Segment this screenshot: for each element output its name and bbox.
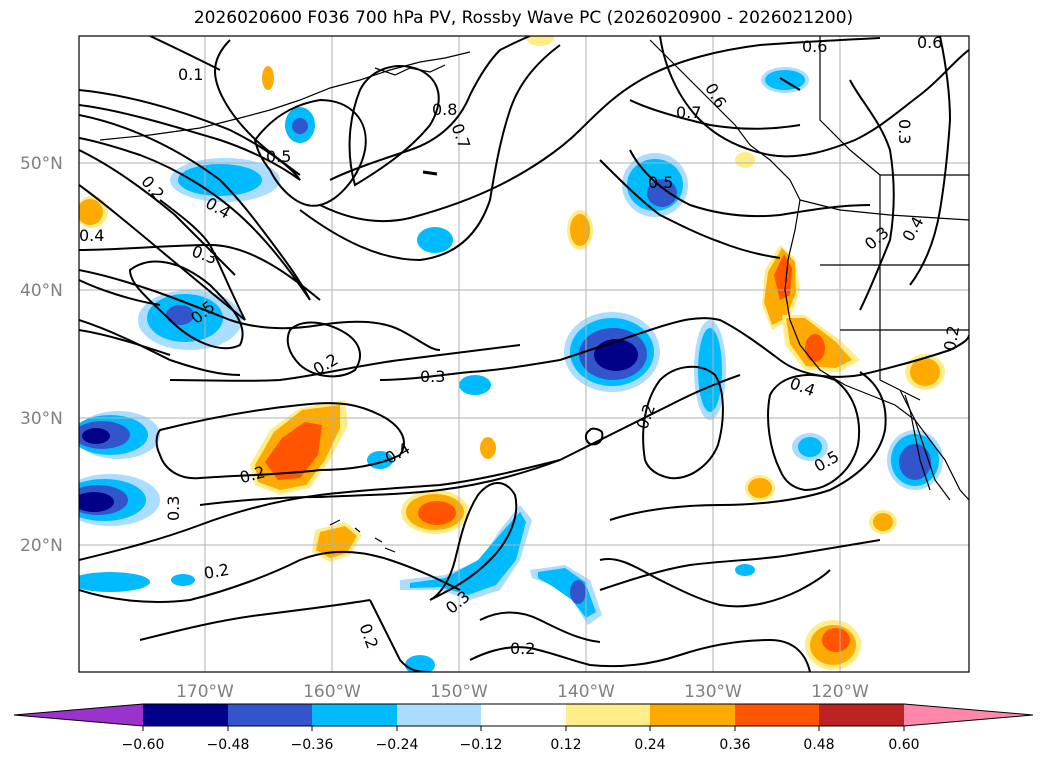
colorbar-segment [566, 704, 650, 726]
contour-label-h: 0.3 [895, 119, 914, 144]
contour-label-b: 0.8 [432, 100, 457, 119]
contour-label-g: 0.7 [676, 103, 701, 122]
colorbar-segment [650, 704, 735, 726]
coastlines [99, 36, 969, 553]
colorbar-segment [312, 704, 397, 726]
pv-contours [79, 36, 969, 672]
contour-label-n: 0.5 [648, 173, 673, 192]
colorbar: −0.60 −0.48 −0.36 −0.24 −0.12 0.12 0.24 … [13, 703, 1034, 753]
positive-anomaly-shading [79, 36, 945, 670]
contour-label-ac: 0.2 [355, 621, 382, 651]
colorbar-extend-right [904, 704, 1033, 726]
contour-label-l: 0.4 [79, 226, 104, 245]
lon-label-130w: 130°W [684, 682, 742, 702]
colorbar-segment [735, 704, 819, 726]
contour-label-w: 0.2 [633, 401, 660, 431]
colorbar-tick-label: 0.60 [888, 737, 919, 753]
contour-label-f: 0.6 [701, 80, 730, 112]
lon-label-120w: 120°W [811, 682, 869, 702]
colorbar-tick-label: −0.48 [207, 737, 250, 753]
colorbar-tick-label: −0.60 [122, 737, 165, 753]
lat-label-50n: 50°N [20, 154, 63, 174]
contour-label-t: 0.2 [940, 324, 963, 352]
contour-label-c: 0.7 [447, 121, 474, 151]
lon-label-140w: 140°W [557, 682, 615, 702]
colorbar-tick-label: 0.12 [550, 737, 581, 753]
contour-label-j: 0.2 [137, 172, 168, 204]
contour-label-aa: 0.2 [202, 560, 230, 583]
contour-label-u: 0.4 [787, 374, 817, 401]
contour-label-i: 0.5 [266, 147, 291, 166]
lat-label-40n: 40°N [20, 281, 63, 301]
gridlines [79, 36, 969, 672]
contour-label-p: 0.3 [861, 223, 893, 254]
lon-label-160w: 160°W [303, 682, 361, 702]
colorbar-tick-label: 0.36 [719, 737, 750, 753]
colorbar-segment [397, 704, 481, 726]
contour-label-q: 0.4 [898, 213, 927, 245]
colorbar-tick-label: −0.36 [291, 737, 334, 753]
map-title: 2026020600 F036 700 hPa PV, Rossby Wave … [193, 8, 854, 28]
colorbar-tick-label: −0.12 [460, 737, 503, 753]
lon-label-170w: 170°W [176, 682, 234, 702]
colorbar-tick-label: −0.24 [376, 737, 419, 753]
contour-label-ad: 0.2 [510, 639, 535, 658]
contour-label-e: 0.6 [917, 33, 942, 52]
contour-label-z: 0.3 [164, 496, 183, 521]
colorbar-segment [228, 704, 312, 726]
contour-label-d: 0.6 [802, 37, 827, 56]
colorbar-tick-label: 0.24 [634, 737, 665, 753]
colorbar-segment [143, 704, 228, 726]
longitude-labels: 170°W 160°W 150°W 140°W 130°W 120°W [176, 682, 869, 702]
colorbar-extend-left [14, 704, 143, 726]
lat-label-20n: 20°N [20, 536, 63, 556]
latitude-labels: 50°N 40°N 30°N 20°N [20, 154, 63, 556]
contour-label-s: 0.3 [420, 367, 445, 386]
colorbar-tick-label: 0.48 [803, 737, 834, 753]
map-frame [78, 35, 970, 673]
map-plot-area: 0.1 0.8 0.7 0.6 0.6 0.6 0.7 0.3 0.5 0.2 … [79, 33, 969, 672]
contour-label-a: 0.1 [178, 65, 203, 84]
colorbar-segment [481, 704, 566, 726]
colorbar-segment [819, 704, 904, 726]
lon-label-150w: 150°W [430, 682, 488, 702]
lat-label-30n: 30°N [20, 409, 63, 429]
